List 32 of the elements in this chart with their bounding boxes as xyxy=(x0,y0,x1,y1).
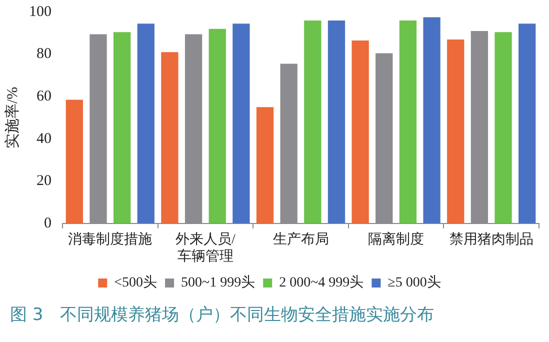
bar xyxy=(328,20,346,224)
bar xyxy=(399,20,417,224)
y-tick-label: 0 xyxy=(44,215,52,232)
bar xyxy=(208,28,226,224)
bar xyxy=(256,107,274,224)
bar xyxy=(304,20,322,224)
bar xyxy=(423,17,440,224)
x-tick-label: 外来人员/车辆管理 xyxy=(176,231,236,264)
bar xyxy=(113,32,131,224)
y-tick-label: 60 xyxy=(36,88,52,104)
y-axis-title: 实施率/% xyxy=(4,86,21,149)
bar xyxy=(66,100,83,224)
bar xyxy=(232,24,250,224)
text: 图 3 不同规模养猪场（户）不同生物安全措施实施分布 xyxy=(9,304,436,327)
y-tick-label: 40 xyxy=(36,130,52,147)
bar xyxy=(518,24,536,224)
bar xyxy=(447,39,464,224)
legend-label: ≥5 000头 xyxy=(388,274,441,291)
y-tick-label: 20 xyxy=(36,173,52,190)
y-tick-label: 100 xyxy=(29,4,52,20)
bar xyxy=(137,24,154,224)
legend-label: 500~1 999头 xyxy=(181,274,256,291)
bar xyxy=(352,40,369,224)
legend-label: 2 000~4 999头 xyxy=(279,274,364,291)
x-tick-label: 隔离制度 xyxy=(368,231,424,248)
x-tick-label: 生产布局 xyxy=(272,231,329,248)
legend-label: <500头 xyxy=(114,274,158,291)
bar xyxy=(494,32,512,224)
x-tick-label: 禁用猪肉制品 xyxy=(449,231,534,248)
x-tick-label: 消毒制度措施 xyxy=(68,231,152,248)
y-tick-label: 80 xyxy=(36,46,52,62)
bar xyxy=(161,52,178,224)
